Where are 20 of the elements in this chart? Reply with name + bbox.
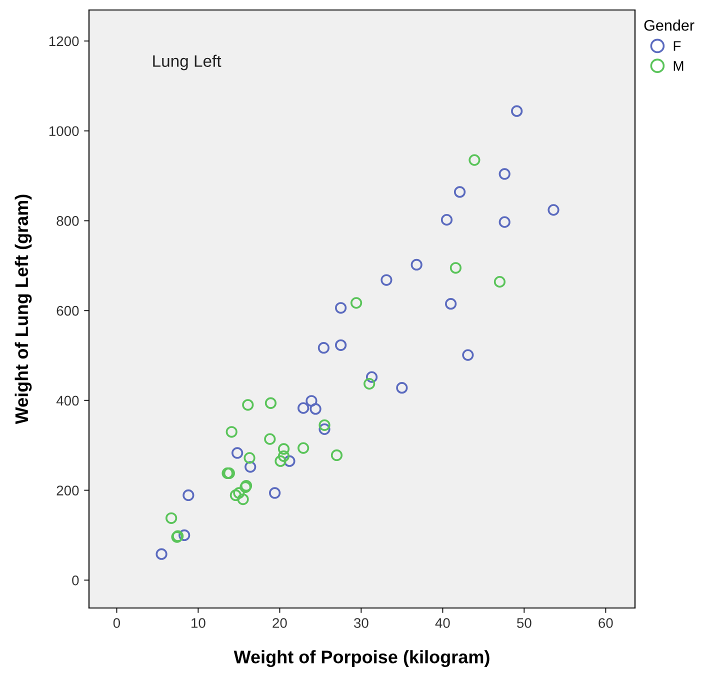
legend-label: F [674, 41, 681, 51]
legend-title: Gender [644, 20, 694, 31]
y-tick-label: 400 [56, 396, 79, 406]
y-tick-label: 0 [72, 575, 79, 586]
x-tick-label: 0 [113, 618, 120, 628]
y-tick-label: 1000 [49, 126, 79, 136]
x-tick-label: 40 [435, 618, 450, 628]
x-tick-label: 60 [598, 618, 613, 628]
y-tick-label: 1200 [49, 36, 79, 46]
y-tick-label: 200 [56, 486, 79, 496]
x-tick-label: 20 [272, 618, 287, 628]
y-axis-title: Weight of Lung Left (gram) [14, 194, 32, 424]
x-axis-title: Weight of Porpoise (kilogram) [234, 650, 490, 668]
x-tick-label: 50 [517, 618, 532, 628]
y-tick-label: 800 [56, 216, 79, 226]
legend-label: M [674, 61, 684, 71]
annotation: Lung Left [153, 54, 222, 70]
x-tick-label: 10 [192, 618, 206, 628]
x-tick-label: 30 [354, 618, 368, 628]
y-tick-label: 600 [56, 306, 79, 316]
